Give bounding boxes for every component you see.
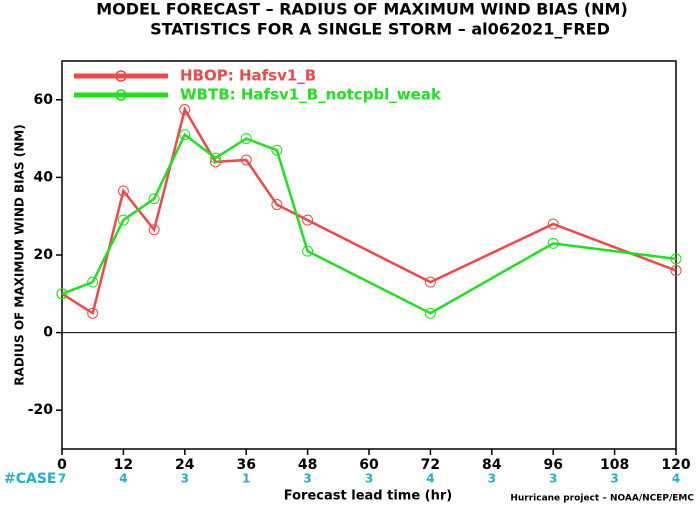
point: [302, 245, 314, 257]
plot-frame: [61, 60, 677, 450]
y-tick-label: -20: [28, 402, 54, 418]
point: [670, 265, 682, 277]
series-line: [61, 106, 677, 316]
x-axis-label: Forecast lead time (hr): [284, 489, 452, 504]
point: [210, 152, 221, 164]
case-count: 3: [365, 472, 373, 486]
point: [547, 237, 559, 249]
credit: Hurricane project – NOAA/NCEP/EMC: [510, 494, 694, 504]
point: [117, 185, 129, 197]
legend-label: WBTB: Hafsv1_B_notcpbl_weak: [180, 86, 442, 104]
point: [302, 214, 314, 226]
chart-title: MODEL FORECAST – RADIUS OF MAXIMUM WIND …: [96, 0, 628, 19]
x-tick-label: 108: [600, 457, 629, 473]
point: [271, 199, 283, 211]
point: [87, 276, 99, 288]
chart-subtitle: STATISTICS FOR A SINGLE STORM – al062021…: [150, 20, 610, 39]
y-axis-label: RADIUS OF MAXIMUM WIND BIAS (NM): [13, 124, 27, 385]
point: [56, 288, 68, 300]
case-count: 4: [119, 472, 127, 486]
x-tick-label: 48: [298, 457, 317, 473]
x-tick-label: 24: [175, 457, 195, 473]
case-count: 3: [181, 472, 189, 486]
point: [148, 224, 160, 236]
point: [179, 129, 191, 141]
point: [670, 253, 682, 265]
x-tick-label: 36: [236, 457, 255, 473]
point: [240, 133, 252, 145]
case-count: 3: [488, 472, 496, 486]
x-tick-label: 0: [57, 457, 67, 473]
point: [240, 154, 252, 166]
legend-label: HBOP: Hafsv1_B: [180, 67, 316, 85]
y-tick-label: 0: [43, 325, 53, 341]
y-tick-label: 20: [34, 247, 54, 263]
point: [271, 144, 283, 156]
x-tick-label: 84: [482, 457, 502, 473]
case-count: 3: [549, 472, 557, 486]
point: [87, 307, 99, 319]
point: [179, 104, 191, 115]
case-count: 3: [610, 472, 618, 486]
legend-marker: [115, 70, 127, 82]
case-count: 4: [426, 472, 434, 486]
x-tick-label: 60: [359, 457, 379, 473]
point: [424, 307, 436, 319]
x-tick-label: 12: [114, 457, 133, 473]
legend-marker: [115, 89, 127, 101]
y-tick-label: 40: [34, 169, 54, 185]
point: [117, 214, 129, 226]
case-label: #CASE: [4, 471, 57, 487]
x-tick-label: 120: [661, 457, 690, 473]
x-tick-label: 96: [543, 457, 562, 473]
point: [148, 193, 160, 205]
case-count: 4: [672, 472, 680, 486]
y-tick-label: 60: [34, 92, 54, 108]
point: [424, 276, 436, 288]
case-count: 3: [303, 472, 311, 486]
series-line: [61, 132, 677, 315]
point: [547, 218, 559, 230]
case-count: 1: [242, 472, 250, 486]
x-tick-label: 72: [421, 457, 440, 473]
case-count: 7: [58, 472, 66, 486]
